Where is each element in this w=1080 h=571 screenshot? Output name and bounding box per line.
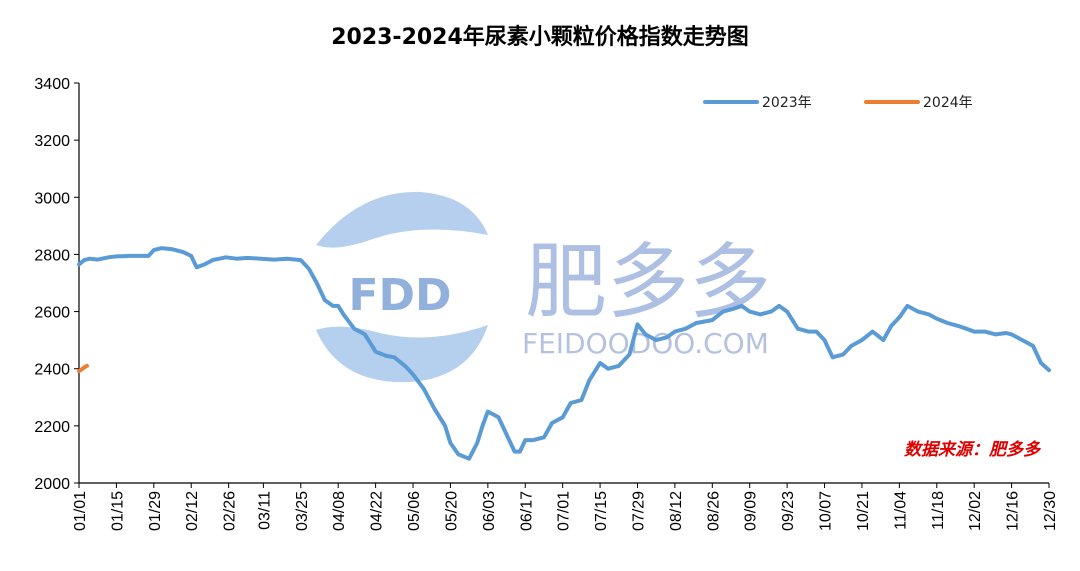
- y-tick-label: 2000: [34, 476, 70, 493]
- x-tick-label: 10/21: [855, 491, 872, 531]
- y-tick-label: 2600: [34, 305, 70, 322]
- chart-title: 2023-2024年尿素小颗粒价格指数走势图: [331, 24, 749, 50]
- x-tick-label: 02/12: [184, 491, 201, 531]
- x-tick-label: 04/22: [369, 491, 386, 531]
- series-line-2023: [77, 246, 1051, 461]
- y-tick-label: 3200: [34, 133, 70, 150]
- x-axis-ticks: 01/01 01/15 01/29 02/12 02/26 03/11 03/25 04/08…: [72, 483, 1059, 531]
- x-tick-label: 12/16: [1005, 491, 1022, 531]
- x-tick-label: 12/02: [967, 491, 984, 531]
- source-note: 数据来源：肥多多: [904, 440, 1042, 460]
- x-tick-label: 07/29: [630, 491, 647, 531]
- x-tick-label: 01/29: [147, 491, 164, 531]
- x-tick-label: 11/18: [930, 491, 947, 530]
- x-tick-label: 03/25: [294, 491, 311, 531]
- x-tick-label: 06/17: [518, 491, 535, 531]
- legend-label-2023: 2023年: [762, 95, 812, 111]
- y-tick-label: 2800: [34, 247, 70, 264]
- x-tick-label: 04/08: [331, 491, 348, 531]
- x-tick-label: 10/07: [818, 491, 835, 531]
- legend: 2023年 2024年: [703, 95, 973, 111]
- y-tick-label: 2400: [34, 362, 70, 379]
- x-tick-label: 11/04: [892, 491, 909, 530]
- x-tick-label: 08/26: [705, 491, 722, 531]
- y-tick-label: 3000: [34, 190, 70, 207]
- y-axis-ticks: 2000 2200 2400 2600 2800 3000 3200 3400: [34, 76, 79, 493]
- legend-label-2024: 2024年: [923, 95, 973, 111]
- y-tick-label: 2200: [34, 419, 70, 436]
- x-tick-label: 01/15: [109, 491, 126, 531]
- x-tick-label: 05/06: [406, 491, 423, 531]
- watermark-logo: FDD 肥多多 FEIDOODOO.COM: [316, 191, 771, 383]
- x-tick-label: 06/03: [481, 491, 498, 531]
- series-line-2024: [77, 363, 89, 373]
- x-tick-label: 12/30: [1042, 491, 1059, 531]
- x-tick-label: 07/15: [593, 491, 610, 531]
- logo-text: FDD: [348, 270, 451, 321]
- x-tick-label: 08/12: [668, 491, 685, 531]
- x-tick-label: 01/01: [72, 491, 89, 531]
- logo-upper-leaf: [316, 191, 488, 248]
- x-tick-label: 09/23: [780, 491, 797, 531]
- x-tick-label: 05/20: [443, 491, 460, 531]
- x-tick-label: 03/11: [256, 491, 273, 530]
- logo-lower-leaf: [316, 325, 488, 383]
- x-tick-label: 02/26: [222, 491, 239, 531]
- series-lines: [77, 246, 1051, 461]
- watermark-brand-cn: 肥多多: [525, 235, 771, 330]
- y-tick-label: 3400: [34, 76, 70, 93]
- x-tick-label: 09/09: [743, 491, 760, 531]
- x-tick-label: 07/01: [556, 491, 573, 531]
